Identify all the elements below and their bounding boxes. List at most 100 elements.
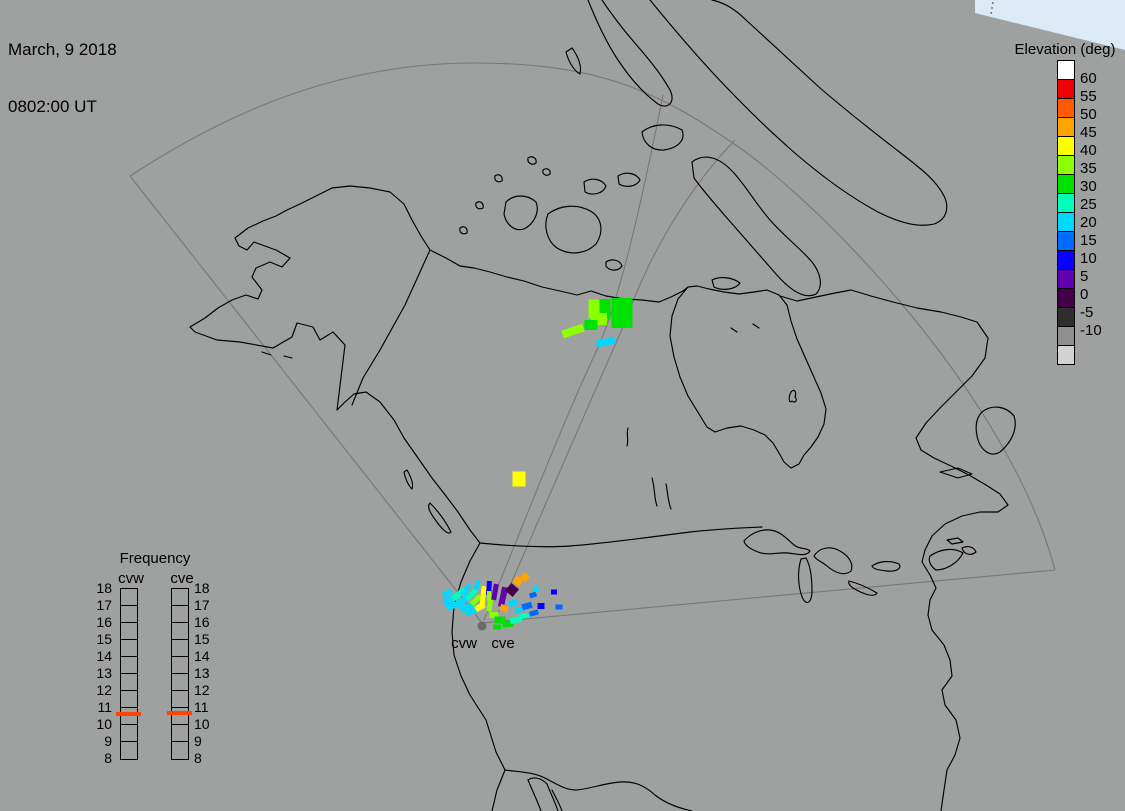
frequency-scale-cell — [172, 589, 188, 606]
islands-belcher — [789, 390, 796, 402]
timestamp-block: March, 9 2018 0802:00 UT — [8, 2, 117, 154]
legend-color-box — [1057, 98, 1075, 118]
border-alaska — [352, 250, 430, 405]
legend-color-box — [1057, 250, 1075, 270]
radar-echo — [514, 606, 523, 613]
legend-color-box — [1057, 60, 1075, 80]
frequency-tick-label: 16 — [80, 614, 112, 630]
island-vancouver — [429, 503, 451, 533]
frequency-scale-cell — [121, 589, 137, 606]
legend-color-box — [1057, 345, 1075, 365]
radar-echo — [508, 599, 518, 607]
frequency-tick-label: 15 — [194, 631, 226, 647]
island-somerset — [618, 173, 640, 186]
frequency-tick-label: 18 — [194, 580, 226, 596]
radar-echo — [529, 609, 539, 616]
lake-ontario — [872, 562, 900, 572]
frequency-scale-cell — [121, 708, 137, 725]
legend-tick-label: -10 — [1080, 322, 1124, 340]
legend-tick-label: 45 — [1080, 124, 1124, 142]
island-victoria — [546, 206, 601, 253]
island-southampton — [712, 278, 740, 290]
frequency-tick-label: 11 — [80, 699, 112, 715]
frequency-scale-cell — [121, 674, 137, 691]
time-text: 0802:00 UT — [8, 97, 117, 116]
radar-echo — [585, 320, 598, 330]
island-devon — [642, 125, 683, 150]
island-ellesmere — [588, 0, 672, 106]
beam-line-west — [484, 95, 663, 620]
legend-color-box — [1057, 288, 1075, 308]
frequency-scale-cell — [121, 725, 137, 742]
frequency-tick-label: 17 — [194, 597, 226, 613]
radar-echo — [491, 584, 499, 601]
frequency-tick-label: 14 — [80, 648, 112, 664]
radar-echo — [521, 602, 532, 610]
frequency-scale-cell — [172, 691, 188, 708]
frequency-tick-label: 17 — [80, 597, 112, 613]
legend-color-box — [1057, 307, 1075, 327]
radar-echo — [538, 603, 545, 609]
frequency-tick-label: 9 — [80, 733, 112, 749]
date-text: March, 9 2018 — [8, 40, 117, 59]
radar-echo — [612, 298, 633, 328]
legend-color-box — [1057, 212, 1075, 232]
island-prince-of-wales — [584, 179, 606, 194]
islands-aleutian — [262, 352, 292, 358]
frequency-marker — [167, 711, 192, 715]
north-america-map: cvwcve — [0, 0, 1125, 811]
coast-mainland — [190, 186, 1008, 811]
frequency-tick-label: 8 — [80, 750, 112, 766]
lake-huron — [814, 548, 852, 574]
frequency-tick-label: 18 — [80, 580, 112, 596]
frequency-scale-cell — [121, 606, 137, 623]
radar-echo — [561, 324, 584, 338]
frequency-scale-cell — [172, 725, 188, 742]
frequency-tick-label: 10 — [194, 716, 226, 732]
frequency-scale-cell — [121, 640, 137, 657]
frequency-tick-label: 8 — [194, 750, 226, 766]
radar-echo — [513, 472, 526, 487]
radar-echo — [532, 586, 539, 593]
elevation-legend-title: Elevation (deg) — [1000, 41, 1125, 58]
legend-color-box — [1057, 136, 1075, 156]
legend-color-box — [1057, 231, 1075, 251]
frequency-tick-label: 9 — [194, 733, 226, 749]
legend-color-box — [1057, 155, 1075, 175]
legend-tick-label: 5 — [1080, 268, 1124, 286]
frequency-tick-label: 10 — [80, 716, 112, 732]
frequency-scale-cell — [172, 640, 188, 657]
legend-color-box — [1057, 79, 1075, 99]
legend-color-box — [1057, 174, 1075, 194]
frequency-tick-label: 13 — [80, 665, 112, 681]
island-haida — [404, 470, 413, 489]
frequency-scale-cell — [172, 606, 188, 623]
frequency-scale-cell — [121, 691, 137, 708]
frequency-panel-title: Frequency — [95, 550, 215, 567]
nova-scotia — [929, 538, 976, 570]
frequency-scale-cell — [172, 674, 188, 691]
frequency-tick-label: 13 — [194, 665, 226, 681]
frequency-tick-label: 16 — [194, 614, 226, 630]
fov-right-edge — [482, 570, 1055, 623]
frequency-tick-label: 11 — [194, 699, 226, 715]
radar-echo — [529, 591, 537, 598]
radar-site-labels: cvwcve — [451, 635, 515, 652]
radar-echo — [493, 625, 501, 630]
frequency-scale-cell — [121, 623, 137, 640]
radar-site-label: cve — [491, 635, 514, 652]
legend-tick-label: 0 — [1080, 286, 1124, 304]
frequency-scale-column — [171, 588, 189, 760]
radar-echo — [551, 590, 557, 595]
coast-baja — [528, 778, 562, 811]
legend-tick-label: 10 — [1080, 250, 1124, 268]
island-banks — [504, 196, 537, 230]
legend-tick-label: 50 — [1080, 106, 1124, 124]
legend-tick-label: 20 — [1080, 214, 1124, 232]
island-newfoundland — [976, 407, 1015, 454]
radar-echo — [473, 579, 481, 590]
radar-echo — [596, 337, 616, 348]
frequency-marker — [116, 712, 141, 716]
legend-color-box — [1057, 269, 1075, 289]
radar-echo-layer — [441, 298, 632, 630]
